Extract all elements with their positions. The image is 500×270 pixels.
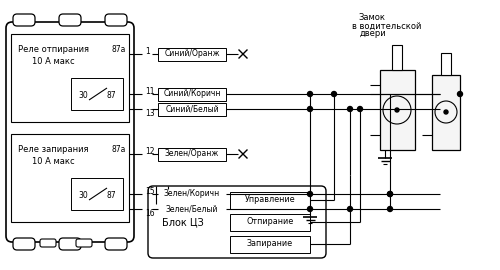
Bar [11,134,129,222]
Bar [158,202,226,215]
Circle shape [332,92,336,96]
Circle shape [348,207,352,211]
Bar [158,187,226,201]
Bar [441,53,451,75]
Circle shape [458,92,462,96]
Text: 87: 87 [106,191,116,201]
Text: Блок ЦЗ: Блок ЦЗ [162,217,204,227]
Text: 16: 16 [145,208,154,218]
Text: Реле запирания: Реле запирания [18,146,88,154]
Text: Отпирание: Отпирание [246,218,294,227]
FancyBboxPatch shape [40,239,56,247]
FancyBboxPatch shape [105,14,127,26]
FancyBboxPatch shape [13,238,35,250]
Text: 87а: 87а [112,146,126,154]
Text: 11: 11 [145,86,154,96]
Circle shape [395,108,399,112]
Text: 30: 30 [78,191,88,201]
Circle shape [388,191,392,197]
Bar [230,214,310,231]
Circle shape [308,191,312,197]
Circle shape [388,207,392,211]
Text: 13: 13 [145,109,154,117]
Bar [158,147,226,160]
Circle shape [444,110,448,114]
Text: 15: 15 [145,187,154,195]
Text: 10 А макс: 10 А макс [32,58,74,66]
FancyBboxPatch shape [13,14,35,26]
Bar [158,48,226,60]
FancyBboxPatch shape [59,238,81,250]
Text: 87а: 87а [112,46,126,55]
Text: 12: 12 [145,147,154,156]
Circle shape [348,106,352,112]
Bar [230,235,310,252]
Circle shape [358,106,362,112]
Circle shape [308,106,312,112]
Bar [380,70,415,150]
FancyBboxPatch shape [59,14,81,26]
Circle shape [388,191,392,197]
Bar [71,178,123,210]
Text: Зелен/Коричн: Зелен/Коричн [164,190,220,198]
Text: Зелен/Белый: Зелен/Белый [166,204,218,214]
Bar [71,78,123,110]
Bar [230,191,310,208]
Text: 10 А макс: 10 А макс [32,157,74,167]
Text: Реле отпирания: Реле отпирания [18,46,88,55]
FancyBboxPatch shape [6,22,134,242]
Circle shape [308,92,312,96]
Text: Синий/Коричн: Синий/Коричн [163,89,221,99]
Text: 30: 30 [78,92,88,100]
Bar [392,45,402,70]
FancyBboxPatch shape [105,238,127,250]
Text: Управление: Управление [244,195,296,204]
Text: 87: 87 [106,92,116,100]
Bar [11,34,129,122]
Text: в водительской: в водительской [352,22,422,31]
Circle shape [308,207,312,211]
Bar [158,87,226,100]
FancyBboxPatch shape [148,186,326,258]
Text: Запирание: Запирание [247,239,293,248]
Bar [432,75,460,150]
Text: 1: 1 [145,46,150,56]
Text: Зелен/Оранж: Зелен/Оранж [165,150,219,158]
Text: двери: двери [360,29,386,39]
FancyBboxPatch shape [76,239,92,247]
Text: Синий/Оранж: Синий/Оранж [164,49,220,59]
Text: Синий/Белый: Синий/Белый [165,104,219,113]
Text: Замок: Замок [358,14,385,22]
Bar [158,103,226,116]
